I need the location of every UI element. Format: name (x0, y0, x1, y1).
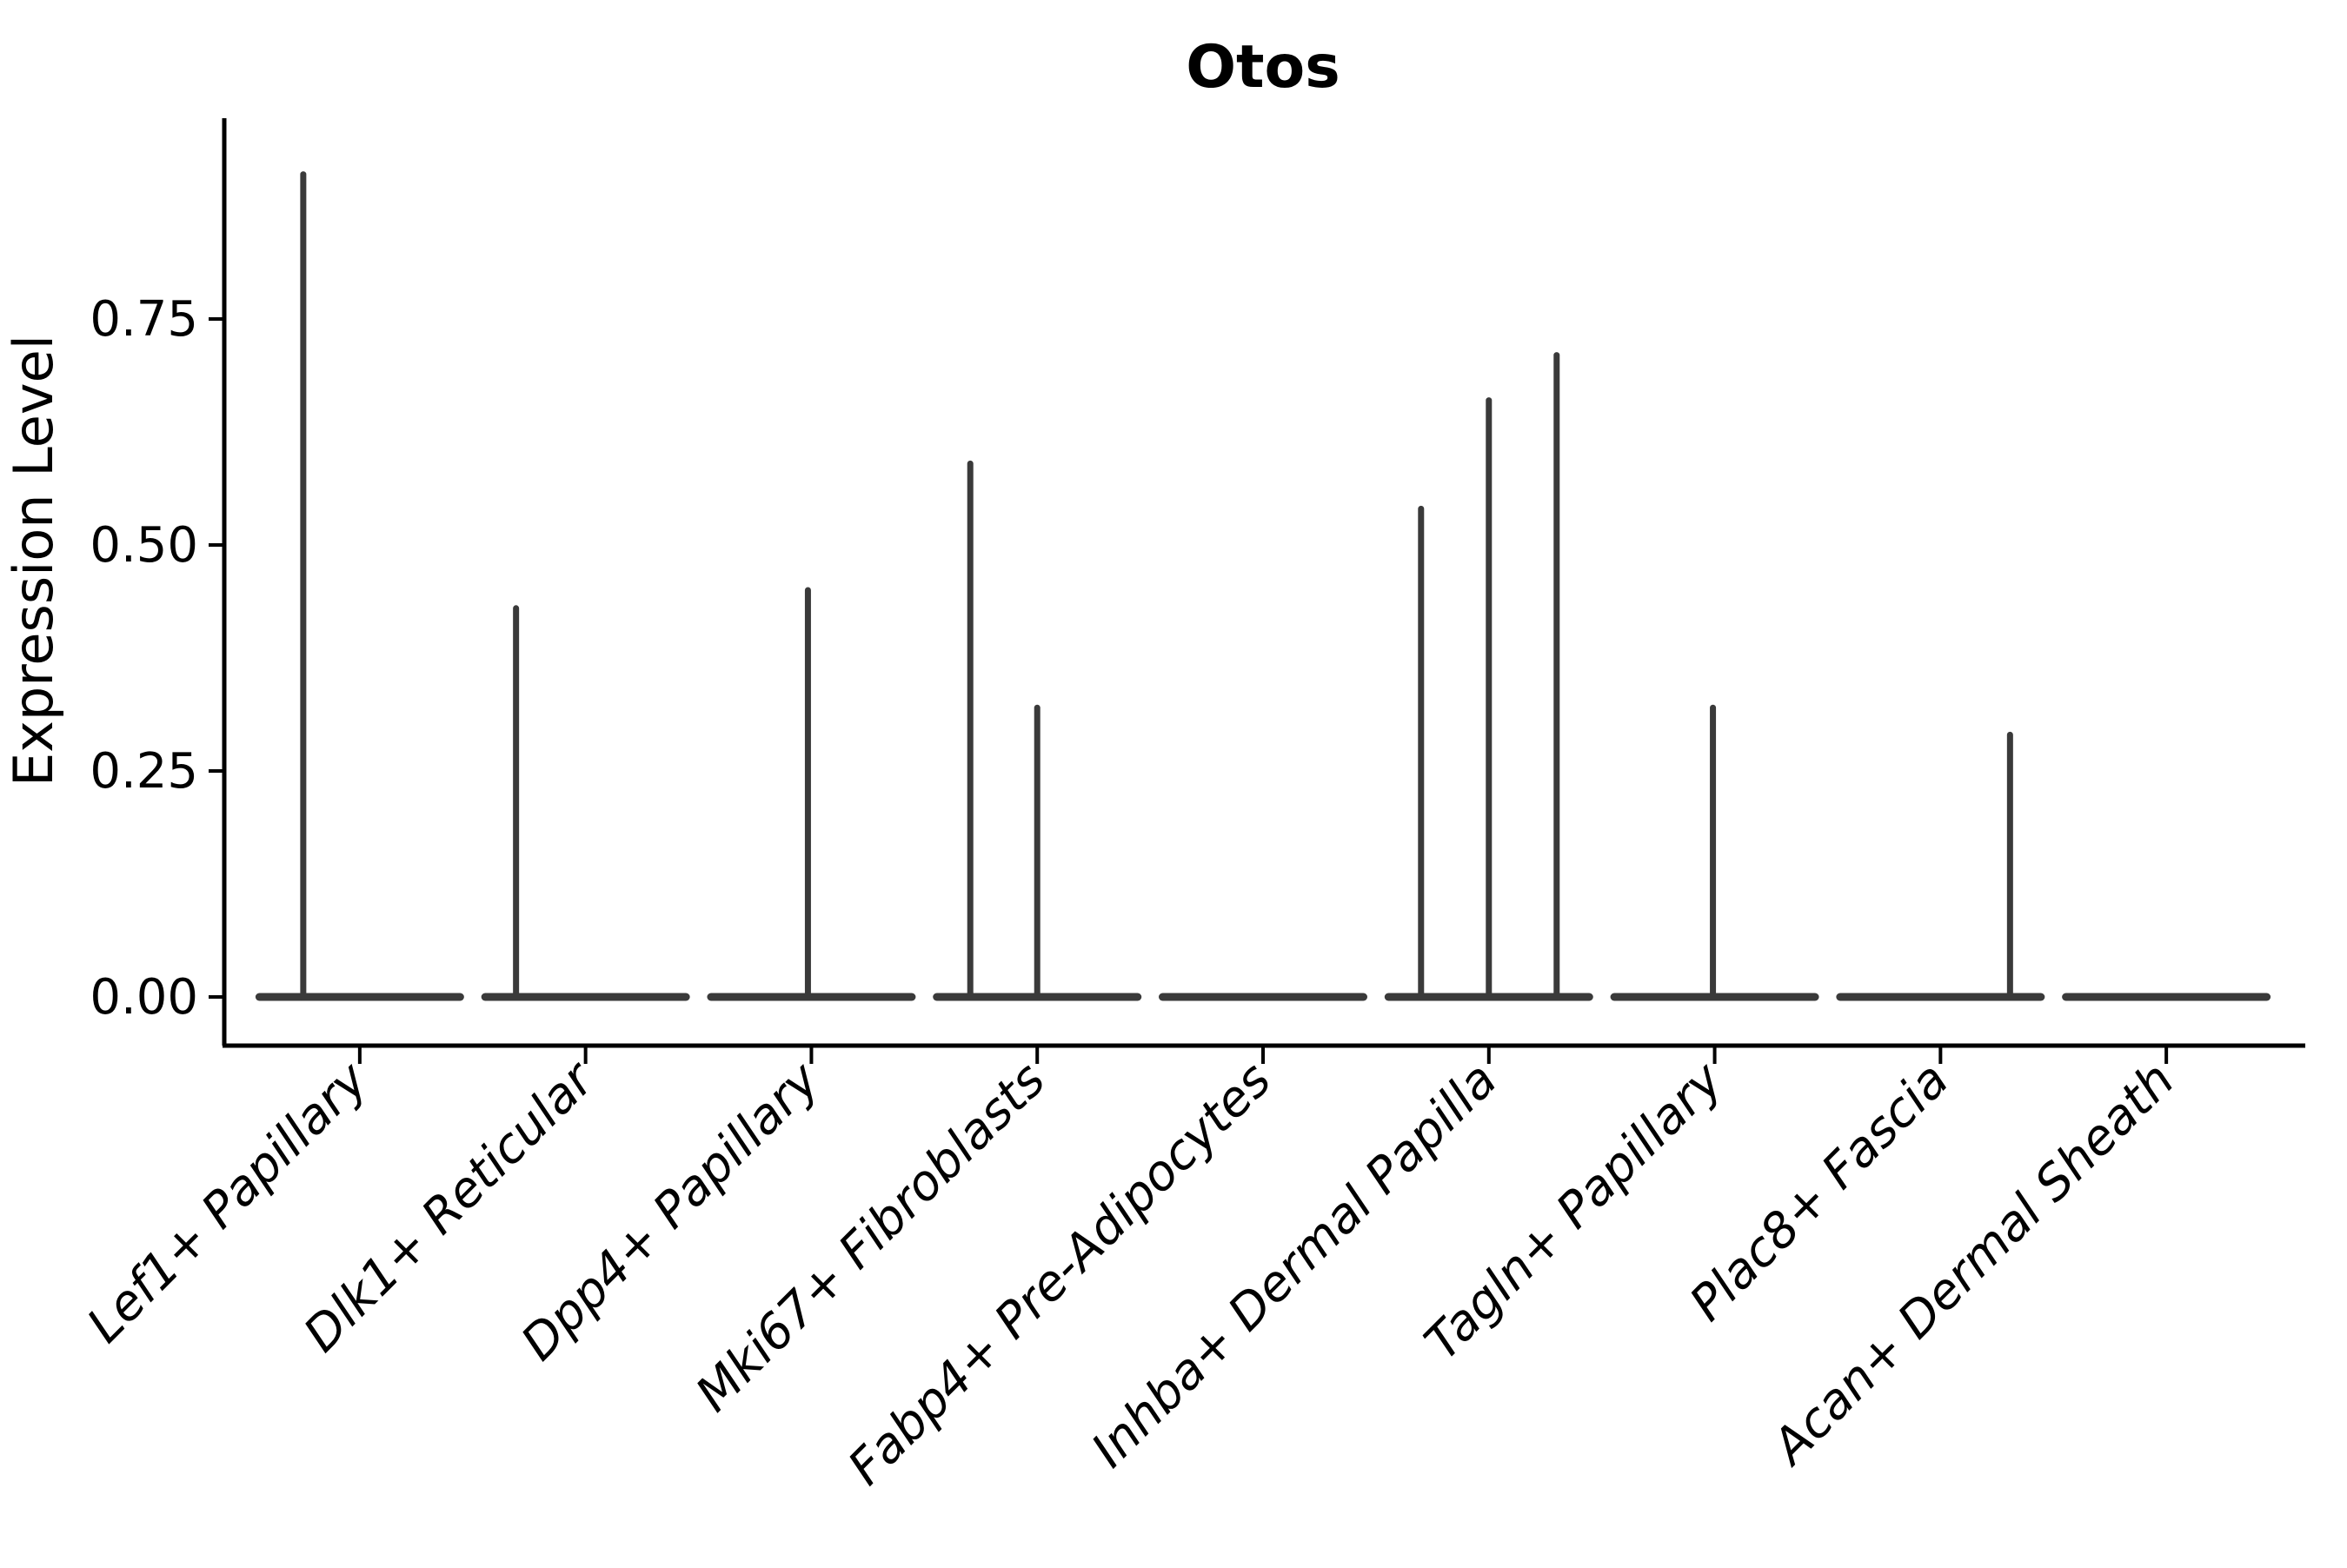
violin (255, 171, 464, 1001)
violin (1836, 731, 2045, 1001)
violin-body (2062, 993, 2271, 1001)
x-tick-label: Inhba+ Dermal Papilla (1081, 1052, 1508, 1478)
y-axis-title: Expression Level (2, 335, 65, 787)
violin-body (707, 993, 916, 1001)
violin-series (255, 171, 2271, 1001)
chart-title: Otos (1186, 33, 1340, 102)
x-tick-label: Fabp4+ Pre-Adipocytes (838, 1052, 1282, 1496)
y-axis-ticks: 0.00 0.25 0.50 0.75 (90, 291, 224, 1026)
violin-body (1836, 993, 2045, 1001)
y-tick-label: 0.00 (90, 969, 198, 1026)
violin-body (481, 993, 690, 1001)
violin (1384, 352, 1593, 1001)
violin (481, 605, 690, 1001)
y-tick-label: 0.50 (90, 517, 198, 574)
violin-body (255, 993, 464, 1001)
violin (2062, 993, 2271, 1001)
axes (222, 118, 2305, 1048)
violin (1610, 704, 1819, 1001)
violin (933, 460, 1142, 1001)
violin-body (1159, 993, 1367, 1001)
violin (707, 587, 916, 1001)
x-tick-label: Acan+ Dermal Sheath (1760, 1052, 2185, 1477)
y-tick-label: 0.75 (90, 291, 198, 348)
y-tick-label: 0.25 (90, 743, 198, 800)
violin (1159, 993, 1367, 1001)
